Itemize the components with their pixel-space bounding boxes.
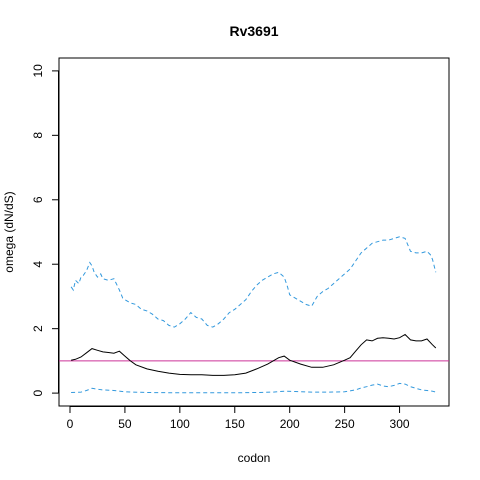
- y-tick-label: 0: [31, 389, 45, 396]
- y-axis-label: omega (dN/dS): [2, 191, 16, 272]
- y-tick-label: 8: [31, 132, 45, 139]
- x-tick-label: 150: [225, 417, 245, 431]
- chart-title: Rv3691: [229, 23, 278, 39]
- x-tick-label: 200: [280, 417, 300, 431]
- y-tick-label: 2: [31, 325, 45, 332]
- plot-frame: [58, 57, 450, 407]
- series-line-2: [70, 236, 437, 328]
- x-tick-label: 100: [170, 417, 190, 431]
- y-tick-label: 10: [31, 64, 45, 78]
- series-line-1: [70, 333, 437, 376]
- x-tick-label: 0: [67, 417, 74, 431]
- x-axis-label: codon: [238, 451, 271, 465]
- y-tick-label: 4: [31, 261, 45, 268]
- x-tick-label: 300: [390, 417, 410, 431]
- plot-area: 0 50 100 150 200 250 300 0 2 4 6 8 10: [31, 57, 450, 431]
- x-tick-label: 50: [118, 417, 132, 431]
- y-tick-label: 6: [31, 196, 45, 203]
- series-line-3: [71, 382, 436, 394]
- x-tick-label: 250: [335, 417, 355, 431]
